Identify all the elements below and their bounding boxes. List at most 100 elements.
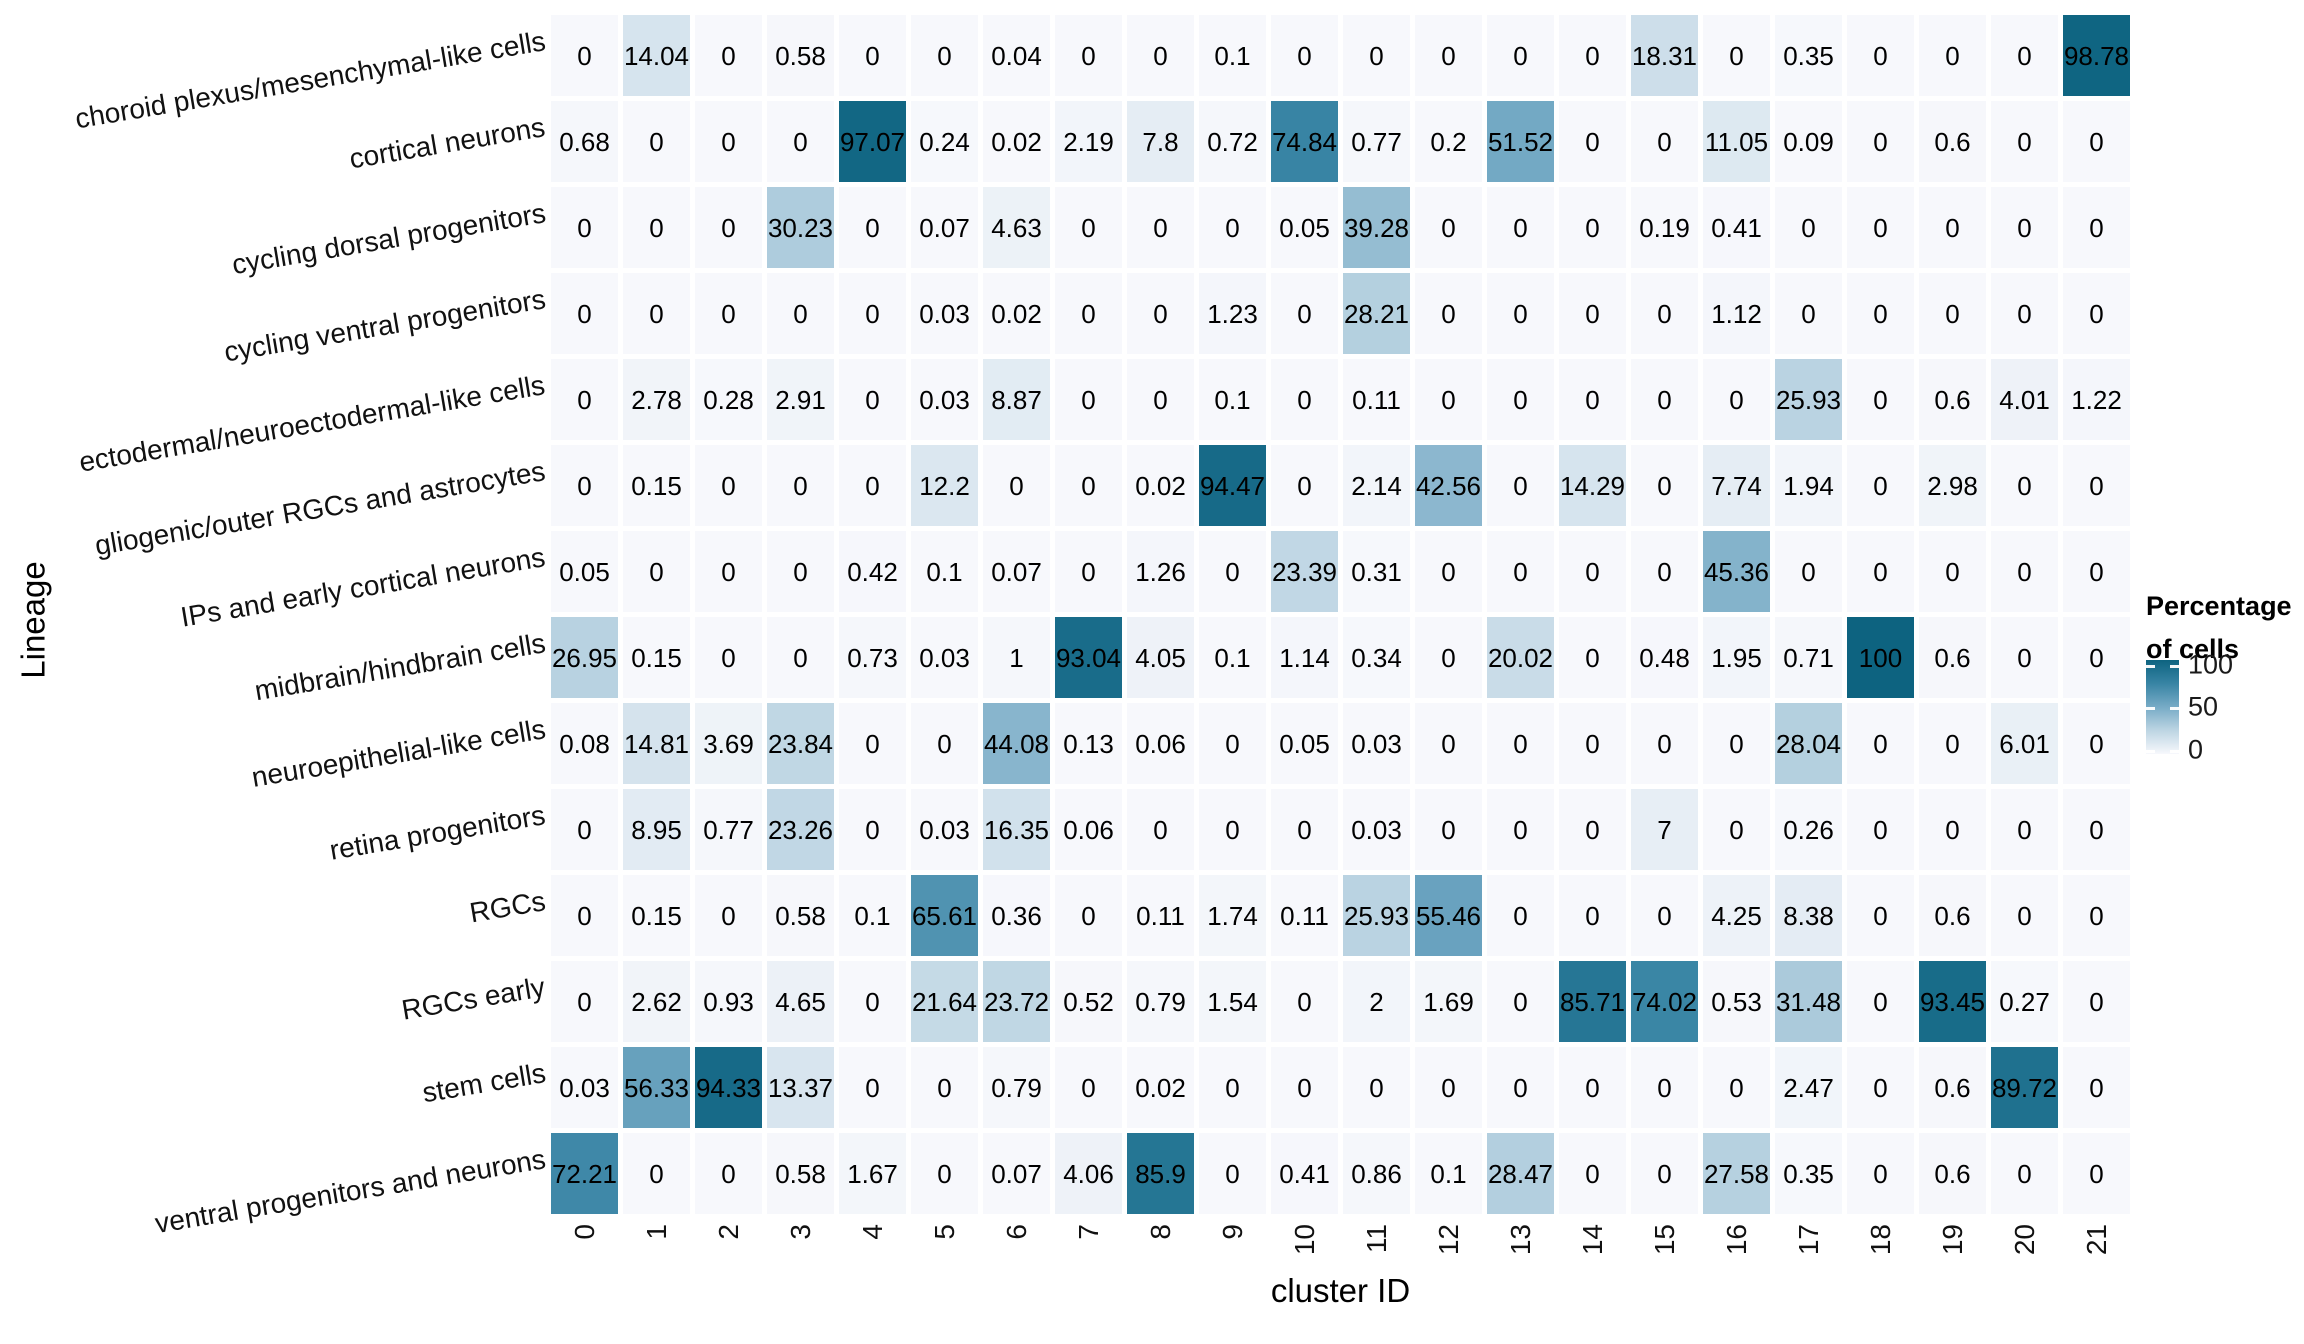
- heatmap-cell: 4.65: [767, 961, 834, 1042]
- heatmap-cell: 6.01: [1991, 703, 2058, 784]
- heatmap-cell: 1: [983, 617, 1050, 698]
- heatmap-cell: 1.23: [1199, 273, 1266, 354]
- heatmap-cell: 0: [1775, 531, 1842, 612]
- heatmap-cell: 98.78: [2063, 15, 2130, 96]
- heatmap-cell: 2.91: [767, 359, 834, 440]
- heatmap-cell: 0: [1487, 531, 1554, 612]
- col-label: 18: [1864, 1224, 1896, 1256]
- heatmap-cell: 1.22: [2063, 359, 2130, 440]
- heatmap-cell: 0: [1271, 1047, 1338, 1128]
- x-axis-title: cluster ID: [1270, 1272, 1411, 1309]
- legend-tick-dash: [2170, 665, 2179, 668]
- heatmap-cell: 0.06: [1055, 789, 1122, 870]
- heatmap-cell: 97.07: [839, 101, 906, 182]
- heatmap-cell: 56.33: [623, 1047, 690, 1128]
- heatmap-cell: 0: [1415, 531, 1482, 612]
- heatmap-cell: 85.9: [1127, 1133, 1194, 1214]
- heatmap-cell: 0: [695, 101, 762, 182]
- heatmap-cell: 100: [1847, 617, 1914, 698]
- heatmap-cell: 0: [1847, 187, 1914, 268]
- heatmap-cell: 0: [767, 101, 834, 182]
- heatmap-cell: 0.36: [983, 875, 1050, 956]
- heatmap-cell: 0: [767, 445, 834, 526]
- heatmap-cell: 0: [1127, 789, 1194, 870]
- heatmap-cell: 72.21: [551, 1133, 618, 1214]
- heatmap-cell: 0: [2063, 617, 2130, 698]
- heatmap-cell: 0: [767, 273, 834, 354]
- legend-tick-dash: [2170, 707, 2179, 710]
- heatmap-cell: 12.2: [911, 445, 978, 526]
- heatmap-cell: 11.05: [1703, 101, 1770, 182]
- heatmap-cell: 0.31: [1343, 531, 1410, 612]
- heatmap-cell: 0: [551, 961, 618, 1042]
- heatmap-cell: 0.06: [1127, 703, 1194, 784]
- heatmap-cell: 0: [2063, 703, 2130, 784]
- heatmap-cell: 0: [2063, 531, 2130, 612]
- heatmap-cell: 2.62: [623, 961, 690, 1042]
- heatmap-cell: 0.52: [1055, 961, 1122, 1042]
- heatmap-cell: 0: [1055, 531, 1122, 612]
- col-label: 21: [2080, 1224, 2112, 1256]
- heatmap-cell: 0: [1487, 187, 1554, 268]
- heatmap-cell: 23.39: [1271, 531, 1338, 612]
- heatmap-cell: 0: [839, 1047, 906, 1128]
- heatmap-cell: 0: [1559, 703, 1626, 784]
- heatmap-cell: 0: [1991, 101, 2058, 182]
- heatmap-cell: 1.67: [839, 1133, 906, 1214]
- heatmap-cell: 0.1: [839, 875, 906, 956]
- heatmap-cell: 0.71: [1775, 617, 1842, 698]
- legend-tick-dash: [2146, 707, 2155, 710]
- heatmap-cell: 0.2: [1415, 101, 1482, 182]
- heatmap-cell: 0: [695, 187, 762, 268]
- y-axis-title: Lineage: [15, 561, 53, 679]
- heatmap-cell: 0: [911, 1047, 978, 1128]
- heatmap-cell: 28.04: [1775, 703, 1842, 784]
- heatmap-cell: 0.58: [767, 1133, 834, 1214]
- heatmap-cell: 0.72: [1199, 101, 1266, 182]
- heatmap-cell: 0: [1415, 359, 1482, 440]
- heatmap-cell: 93.45: [1919, 961, 1986, 1042]
- heatmap-cell: 55.46: [1415, 875, 1482, 956]
- col-label: 13: [1504, 1224, 1536, 1256]
- heatmap-cell: 0: [1559, 531, 1626, 612]
- heatmap-cell: 0.08: [551, 703, 618, 784]
- heatmap-cell: 0: [1631, 703, 1698, 784]
- heatmap-cell: 0: [1703, 15, 1770, 96]
- heatmap-cell: 0.11: [1343, 359, 1410, 440]
- heatmap-cell: 0.48: [1631, 617, 1698, 698]
- row-label: retina progenitors: [327, 798, 548, 866]
- heatmap-cell: 2.98: [1919, 445, 1986, 526]
- col-label: 11: [1360, 1224, 1392, 1254]
- heatmap-cell: 45.36: [1703, 531, 1770, 612]
- heatmap-cell: 0: [1487, 1047, 1554, 1128]
- heatmap-cell: 0: [1919, 531, 1986, 612]
- heatmap-cell: 0: [1631, 1133, 1698, 1214]
- col-label: 15: [1648, 1224, 1680, 1256]
- heatmap-cell: 0: [2063, 101, 2130, 182]
- row-label: stem cells: [419, 1056, 548, 1108]
- heatmap-cell: 1.95: [1703, 617, 1770, 698]
- heatmap-cell: 23.26: [767, 789, 834, 870]
- heatmap-cell: 0: [1919, 15, 1986, 96]
- heatmap-cell: 0: [551, 187, 618, 268]
- legend-title-line1: Percentage: [2146, 591, 2292, 621]
- row-label: neuroepithelial-like cells: [249, 712, 548, 793]
- heatmap-cell: 0: [1559, 875, 1626, 956]
- col-label: 16: [1720, 1224, 1752, 1256]
- heatmap-cell: 8.87: [983, 359, 1050, 440]
- col-label: 9: [1216, 1224, 1248, 1240]
- heatmap-cell: 28.21: [1343, 273, 1410, 354]
- legend: Percentage of cells 100 50 0: [2146, 585, 2304, 845]
- heatmap-cell: 0: [1991, 875, 2058, 956]
- heatmap-cell: 0: [1055, 875, 1122, 956]
- heatmap-cell: 0: [1847, 359, 1914, 440]
- heatmap-cell: 0: [1487, 789, 1554, 870]
- heatmap-cell: 0: [1991, 531, 2058, 612]
- legend-tick-dash: [2170, 750, 2179, 753]
- heatmap-cell: 0: [1703, 1047, 1770, 1128]
- heatmap-cell: 0: [1631, 1047, 1698, 1128]
- heatmap-cell: 0.07: [911, 187, 978, 268]
- col-label: 12: [1432, 1224, 1464, 1256]
- heatmap-cell: 0.1: [911, 531, 978, 612]
